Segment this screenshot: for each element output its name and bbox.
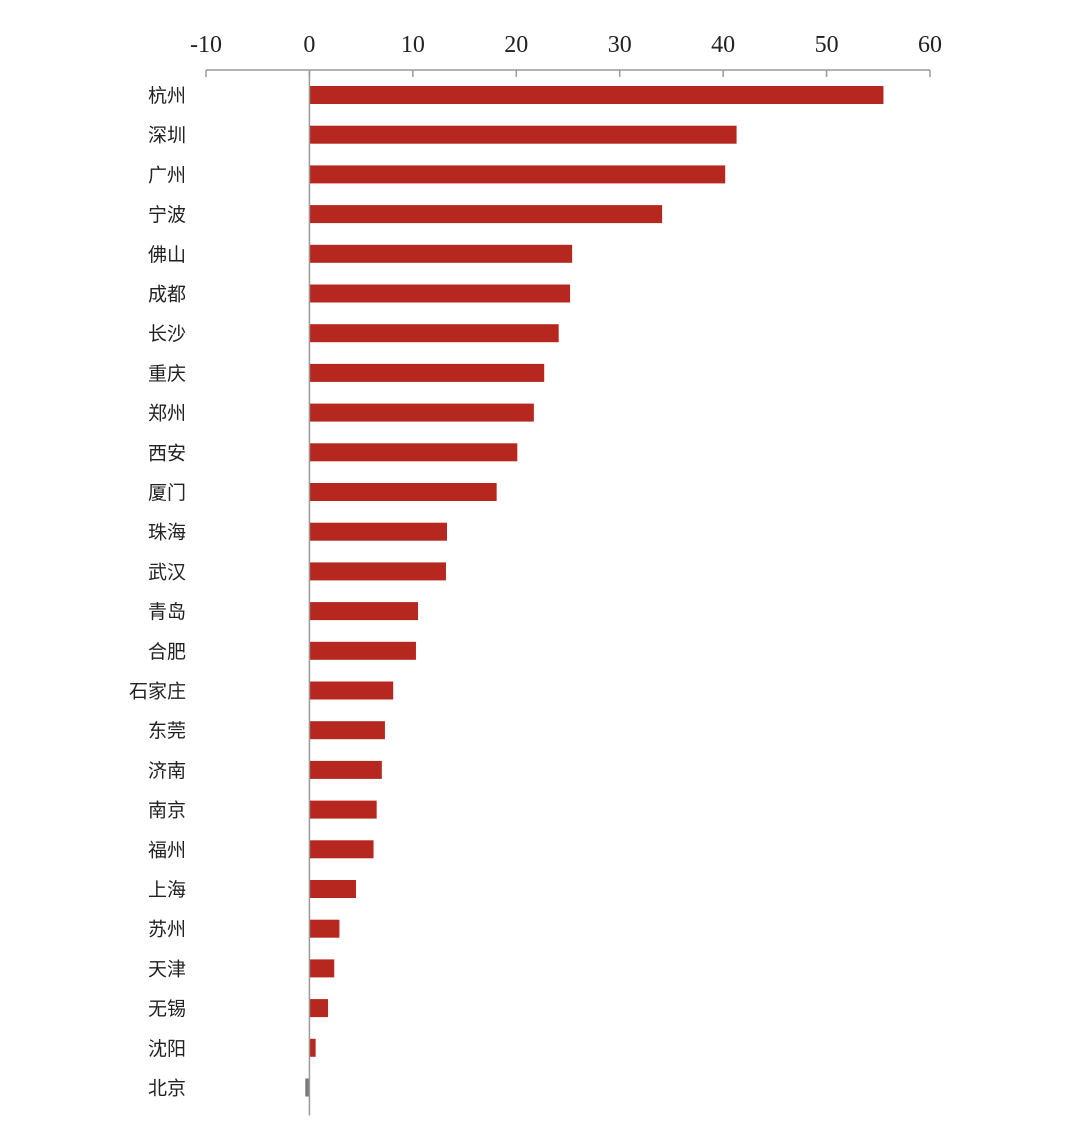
- category-label: 重庆: [148, 363, 186, 385]
- bar: [309, 522, 447, 541]
- x-tick-label: 50: [815, 32, 839, 58]
- category-label: 合肥: [148, 641, 186, 663]
- category-label: 南京: [148, 800, 186, 822]
- category-label: 广州: [148, 164, 186, 186]
- category-label: 佛山: [148, 244, 186, 266]
- bar: [309, 721, 385, 740]
- bar: [309, 403, 534, 422]
- category-label: 深圳: [148, 125, 186, 147]
- bar: [309, 205, 663, 224]
- bar: [309, 880, 356, 898]
- bar: [309, 244, 573, 263]
- category-label: 郑州: [148, 403, 186, 425]
- category-label: 北京: [148, 1078, 186, 1100]
- bar: [309, 840, 374, 859]
- category-label: 西安: [148, 442, 186, 464]
- bar: [309, 363, 545, 382]
- bar: [309, 999, 329, 1018]
- x-tick-label: 20: [504, 32, 528, 58]
- bar: [309, 959, 335, 978]
- bar: [309, 165, 726, 184]
- category-label: 苏州: [148, 919, 186, 941]
- category-label: 厦门: [148, 482, 186, 504]
- category-label: 东莞: [148, 720, 186, 742]
- category-label: 石家庄: [129, 681, 186, 703]
- category-label: 成都: [148, 284, 186, 306]
- x-axis: -10 0 10 20 30 40 50 60: [190, 32, 942, 77]
- x-tick-label: 10: [401, 32, 425, 58]
- bar: [309, 919, 340, 938]
- category-label: 天津: [148, 958, 186, 980]
- bar: [309, 800, 377, 819]
- bar: [309, 483, 497, 501]
- bar: [309, 324, 559, 343]
- category-label: 杭州: [148, 85, 186, 107]
- bar: [309, 562, 446, 581]
- category-label: 福州: [148, 839, 186, 861]
- x-tick-label: -10: [190, 32, 222, 58]
- bars: [305, 86, 884, 1097]
- x-tick-label: 60: [918, 32, 942, 58]
- bar: [309, 641, 416, 660]
- bar: [309, 443, 518, 462]
- x-tick-label: 40: [711, 32, 735, 58]
- bar: [309, 1038, 316, 1057]
- category-label: 宁波: [148, 204, 186, 226]
- category-label: 长沙: [148, 323, 186, 345]
- bar: [309, 760, 382, 779]
- bar: [309, 681, 394, 700]
- bar: [309, 284, 571, 303]
- category-label: 青岛: [148, 601, 186, 623]
- x-tick-label: 0: [303, 32, 315, 58]
- x-tick-label: 30: [608, 32, 632, 58]
- category-label: 武汉: [148, 561, 186, 583]
- bar: [309, 125, 737, 144]
- bar: [309, 602, 419, 621]
- category-label: 珠海: [148, 522, 186, 544]
- bar: [305, 1078, 310, 1097]
- category-label: 无锡: [148, 998, 186, 1020]
- category-label: 济南: [148, 760, 186, 782]
- category-label: 上海: [148, 879, 186, 901]
- bar: [309, 86, 884, 104]
- category-label: 沈阳: [148, 1038, 186, 1060]
- category-labels: 杭州深圳广州宁波佛山成都长沙重庆郑州西安厦门珠海武汉青岛合肥石家庄东莞济南南京福…: [129, 85, 186, 1100]
